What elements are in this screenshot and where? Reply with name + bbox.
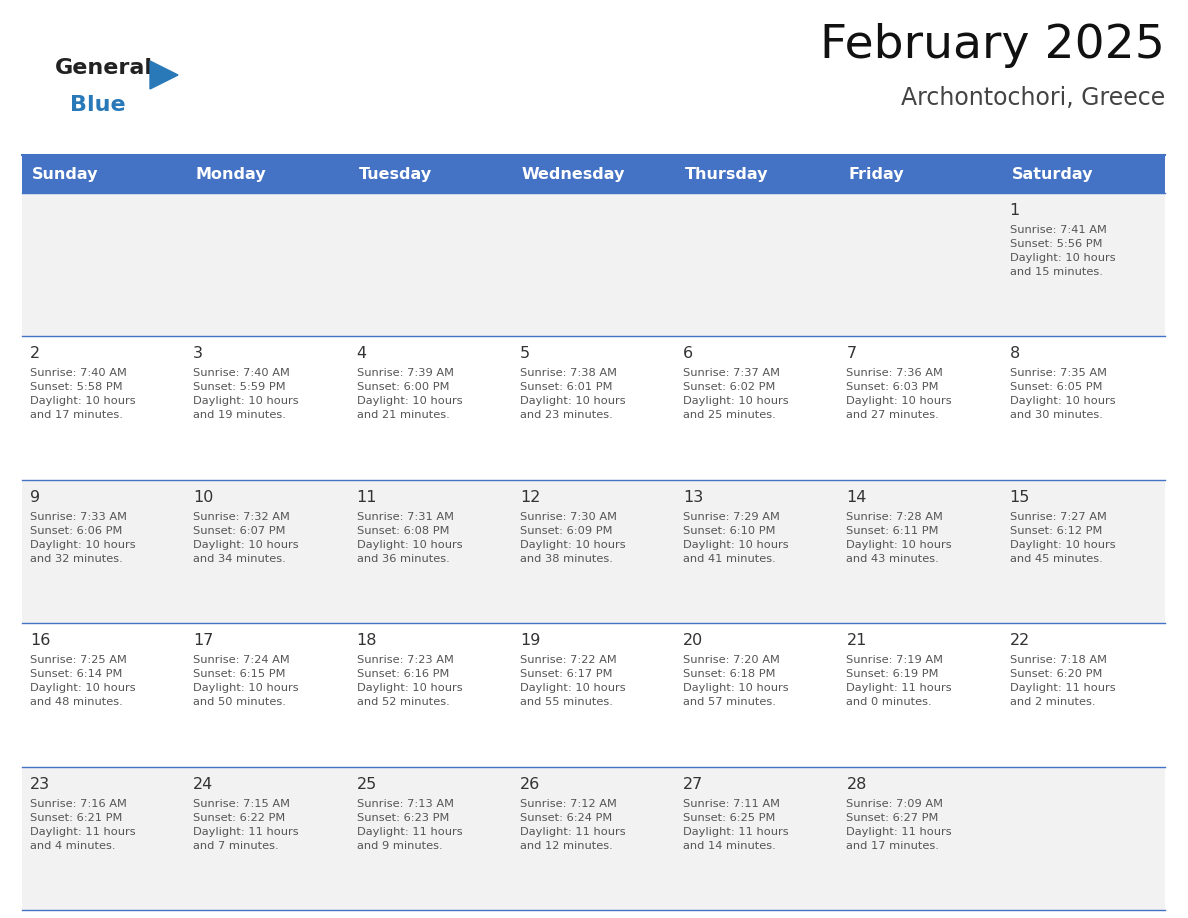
Text: Monday: Monday xyxy=(195,166,266,182)
Bar xyxy=(23,767,1165,910)
Bar xyxy=(23,336,1165,480)
Text: Sunrise: 7:33 AM
Sunset: 6:06 PM
Daylight: 10 hours
and 32 minutes.: Sunrise: 7:33 AM Sunset: 6:06 PM Dayligh… xyxy=(30,512,135,564)
Text: 16: 16 xyxy=(30,633,50,648)
Bar xyxy=(23,155,185,193)
Text: 1: 1 xyxy=(1010,203,1020,218)
Text: Sunrise: 7:39 AM
Sunset: 6:00 PM
Daylight: 10 hours
and 21 minutes.: Sunrise: 7:39 AM Sunset: 6:00 PM Dayligh… xyxy=(356,368,462,420)
Text: Sunrise: 7:32 AM
Sunset: 6:07 PM
Daylight: 10 hours
and 34 minutes.: Sunrise: 7:32 AM Sunset: 6:07 PM Dayligh… xyxy=(194,512,299,564)
Text: 18: 18 xyxy=(356,633,377,648)
Bar xyxy=(512,155,675,193)
Text: 8: 8 xyxy=(1010,346,1020,362)
Bar xyxy=(23,480,1165,623)
Text: 23: 23 xyxy=(30,777,50,791)
Bar xyxy=(23,623,1165,767)
Text: 7: 7 xyxy=(846,346,857,362)
Text: 26: 26 xyxy=(520,777,541,791)
Text: Sunrise: 7:12 AM
Sunset: 6:24 PM
Daylight: 11 hours
and 12 minutes.: Sunrise: 7:12 AM Sunset: 6:24 PM Dayligh… xyxy=(520,799,626,851)
Text: Sunrise: 7:16 AM
Sunset: 6:21 PM
Daylight: 11 hours
and 4 minutes.: Sunrise: 7:16 AM Sunset: 6:21 PM Dayligh… xyxy=(30,799,135,851)
Text: Sunrise: 7:25 AM
Sunset: 6:14 PM
Daylight: 10 hours
and 48 minutes.: Sunrise: 7:25 AM Sunset: 6:14 PM Dayligh… xyxy=(30,655,135,707)
Text: 28: 28 xyxy=(846,777,867,791)
Bar xyxy=(675,155,839,193)
Text: February 2025: February 2025 xyxy=(820,23,1165,68)
Text: Sunrise: 7:38 AM
Sunset: 6:01 PM
Daylight: 10 hours
and 23 minutes.: Sunrise: 7:38 AM Sunset: 6:01 PM Dayligh… xyxy=(520,368,626,420)
Text: Thursday: Thursday xyxy=(685,166,769,182)
Text: General: General xyxy=(55,58,153,78)
Text: Sunrise: 7:27 AM
Sunset: 6:12 PM
Daylight: 10 hours
and 45 minutes.: Sunrise: 7:27 AM Sunset: 6:12 PM Dayligh… xyxy=(1010,512,1116,564)
Text: 27: 27 xyxy=(683,777,703,791)
Bar xyxy=(348,155,512,193)
Text: 11: 11 xyxy=(356,490,377,505)
Text: Tuesday: Tuesday xyxy=(359,166,431,182)
Text: Friday: Friday xyxy=(848,166,904,182)
Text: Saturday: Saturday xyxy=(1012,166,1093,182)
Text: 19: 19 xyxy=(520,633,541,648)
Text: Sunrise: 7:41 AM
Sunset: 5:56 PM
Daylight: 10 hours
and 15 minutes.: Sunrise: 7:41 AM Sunset: 5:56 PM Dayligh… xyxy=(1010,225,1116,277)
Text: 3: 3 xyxy=(194,346,203,362)
Text: Sunrise: 7:30 AM
Sunset: 6:09 PM
Daylight: 10 hours
and 38 minutes.: Sunrise: 7:30 AM Sunset: 6:09 PM Dayligh… xyxy=(520,512,626,564)
Text: Sunrise: 7:35 AM
Sunset: 6:05 PM
Daylight: 10 hours
and 30 minutes.: Sunrise: 7:35 AM Sunset: 6:05 PM Dayligh… xyxy=(1010,368,1116,420)
Text: 14: 14 xyxy=(846,490,867,505)
Text: 20: 20 xyxy=(683,633,703,648)
Text: Sunrise: 7:22 AM
Sunset: 6:17 PM
Daylight: 10 hours
and 55 minutes.: Sunrise: 7:22 AM Sunset: 6:17 PM Dayligh… xyxy=(520,655,626,707)
Text: Sunrise: 7:28 AM
Sunset: 6:11 PM
Daylight: 10 hours
and 43 minutes.: Sunrise: 7:28 AM Sunset: 6:11 PM Dayligh… xyxy=(846,512,952,564)
Text: 22: 22 xyxy=(1010,633,1030,648)
Bar xyxy=(1001,155,1165,193)
Bar xyxy=(185,155,348,193)
Text: 24: 24 xyxy=(194,777,214,791)
Text: 21: 21 xyxy=(846,633,867,648)
Text: Sunrise: 7:19 AM
Sunset: 6:19 PM
Daylight: 11 hours
and 0 minutes.: Sunrise: 7:19 AM Sunset: 6:19 PM Dayligh… xyxy=(846,655,952,707)
Bar xyxy=(23,193,1165,336)
Text: Sunrise: 7:11 AM
Sunset: 6:25 PM
Daylight: 11 hours
and 14 minutes.: Sunrise: 7:11 AM Sunset: 6:25 PM Dayligh… xyxy=(683,799,789,851)
Text: Sunrise: 7:20 AM
Sunset: 6:18 PM
Daylight: 10 hours
and 57 minutes.: Sunrise: 7:20 AM Sunset: 6:18 PM Dayligh… xyxy=(683,655,789,707)
Text: 2: 2 xyxy=(30,346,40,362)
Text: Sunrise: 7:29 AM
Sunset: 6:10 PM
Daylight: 10 hours
and 41 minutes.: Sunrise: 7:29 AM Sunset: 6:10 PM Dayligh… xyxy=(683,512,789,564)
Text: 9: 9 xyxy=(30,490,40,505)
Text: Sunrise: 7:37 AM
Sunset: 6:02 PM
Daylight: 10 hours
and 25 minutes.: Sunrise: 7:37 AM Sunset: 6:02 PM Dayligh… xyxy=(683,368,789,420)
Text: Sunrise: 7:23 AM
Sunset: 6:16 PM
Daylight: 10 hours
and 52 minutes.: Sunrise: 7:23 AM Sunset: 6:16 PM Dayligh… xyxy=(356,655,462,707)
Text: Sunday: Sunday xyxy=(32,166,99,182)
Text: Blue: Blue xyxy=(70,95,126,115)
Text: 4: 4 xyxy=(356,346,367,362)
Bar xyxy=(839,155,1001,193)
Text: 5: 5 xyxy=(520,346,530,362)
Text: Sunrise: 7:18 AM
Sunset: 6:20 PM
Daylight: 11 hours
and 2 minutes.: Sunrise: 7:18 AM Sunset: 6:20 PM Dayligh… xyxy=(1010,655,1116,707)
Text: Sunrise: 7:31 AM
Sunset: 6:08 PM
Daylight: 10 hours
and 36 minutes.: Sunrise: 7:31 AM Sunset: 6:08 PM Dayligh… xyxy=(356,512,462,564)
Text: Sunrise: 7:24 AM
Sunset: 6:15 PM
Daylight: 10 hours
and 50 minutes.: Sunrise: 7:24 AM Sunset: 6:15 PM Dayligh… xyxy=(194,655,299,707)
Text: Sunrise: 7:09 AM
Sunset: 6:27 PM
Daylight: 11 hours
and 17 minutes.: Sunrise: 7:09 AM Sunset: 6:27 PM Dayligh… xyxy=(846,799,952,851)
Text: Sunrise: 7:36 AM
Sunset: 6:03 PM
Daylight: 10 hours
and 27 minutes.: Sunrise: 7:36 AM Sunset: 6:03 PM Dayligh… xyxy=(846,368,952,420)
Text: Sunrise: 7:40 AM
Sunset: 5:58 PM
Daylight: 10 hours
and 17 minutes.: Sunrise: 7:40 AM Sunset: 5:58 PM Dayligh… xyxy=(30,368,135,420)
Text: 12: 12 xyxy=(520,490,541,505)
Text: 6: 6 xyxy=(683,346,694,362)
Polygon shape xyxy=(150,61,178,89)
Text: Sunrise: 7:13 AM
Sunset: 6:23 PM
Daylight: 11 hours
and 9 minutes.: Sunrise: 7:13 AM Sunset: 6:23 PM Dayligh… xyxy=(356,799,462,851)
Text: 13: 13 xyxy=(683,490,703,505)
Text: Archontochori, Greece: Archontochori, Greece xyxy=(901,86,1165,110)
Text: Sunrise: 7:40 AM
Sunset: 5:59 PM
Daylight: 10 hours
and 19 minutes.: Sunrise: 7:40 AM Sunset: 5:59 PM Dayligh… xyxy=(194,368,299,420)
Text: Sunrise: 7:15 AM
Sunset: 6:22 PM
Daylight: 11 hours
and 7 minutes.: Sunrise: 7:15 AM Sunset: 6:22 PM Dayligh… xyxy=(194,799,299,851)
Text: 15: 15 xyxy=(1010,490,1030,505)
Text: 10: 10 xyxy=(194,490,214,505)
Text: 25: 25 xyxy=(356,777,377,791)
Text: Wednesday: Wednesday xyxy=(522,166,625,182)
Text: 17: 17 xyxy=(194,633,214,648)
